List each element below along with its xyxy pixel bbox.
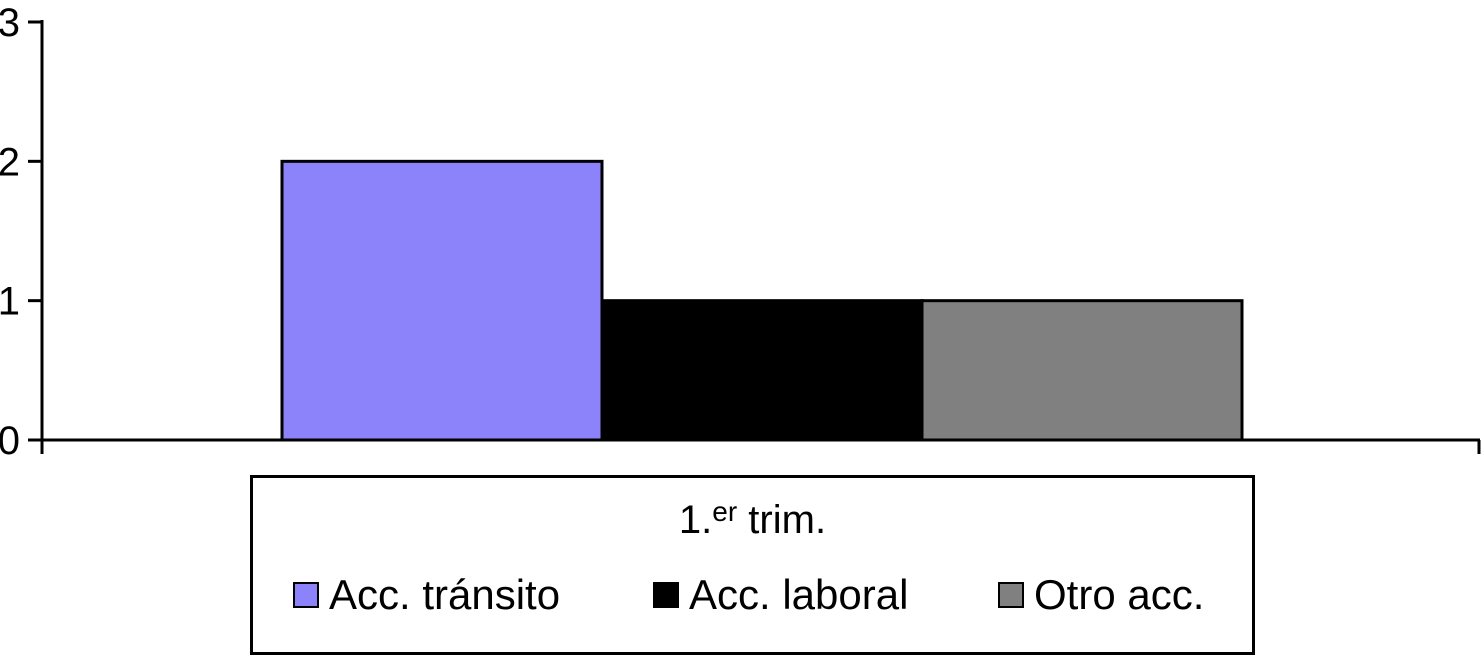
bar-3 [920, 299, 1244, 442]
category-label-sup: er [712, 496, 738, 527]
bars-group [280, 159, 1244, 442]
legend-item-otro: Otro acc. [998, 570, 1204, 620]
category-label-main: 1. [678, 498, 713, 542]
legend-swatch-laboral [653, 582, 679, 608]
legend-swatch-otro [998, 582, 1024, 608]
bar-2 [600, 299, 924, 442]
bar-1 [280, 159, 604, 442]
legend: 1.er trim. Acc. tránsito Acc. laboral Ot… [250, 475, 1255, 655]
legend-category-label: 1.er trim. [253, 496, 1252, 543]
y-tick-label-2: 2 [0, 140, 20, 184]
legend-label-otro: Otro acc. [1034, 571, 1205, 618]
legend-label-laboral: Acc. laboral [689, 571, 909, 618]
y-tick-label-0: 0 [0, 419, 20, 463]
bar-chart: 0 1 2 3 [0, 1, 1481, 463]
legend-label-transito: Acc. tránsito [329, 571, 561, 618]
y-tick-label-1: 1 [0, 280, 20, 324]
legend-item-laboral: Acc. laboral [653, 570, 908, 620]
legend-item-transito: Acc. tránsito [293, 570, 560, 620]
axes-group: 0 1 2 3 [0, 1, 1481, 463]
legend-swatch-transito [293, 582, 319, 608]
y-tick-label-3: 3 [0, 1, 20, 45]
category-label-rest: trim. [737, 498, 827, 542]
